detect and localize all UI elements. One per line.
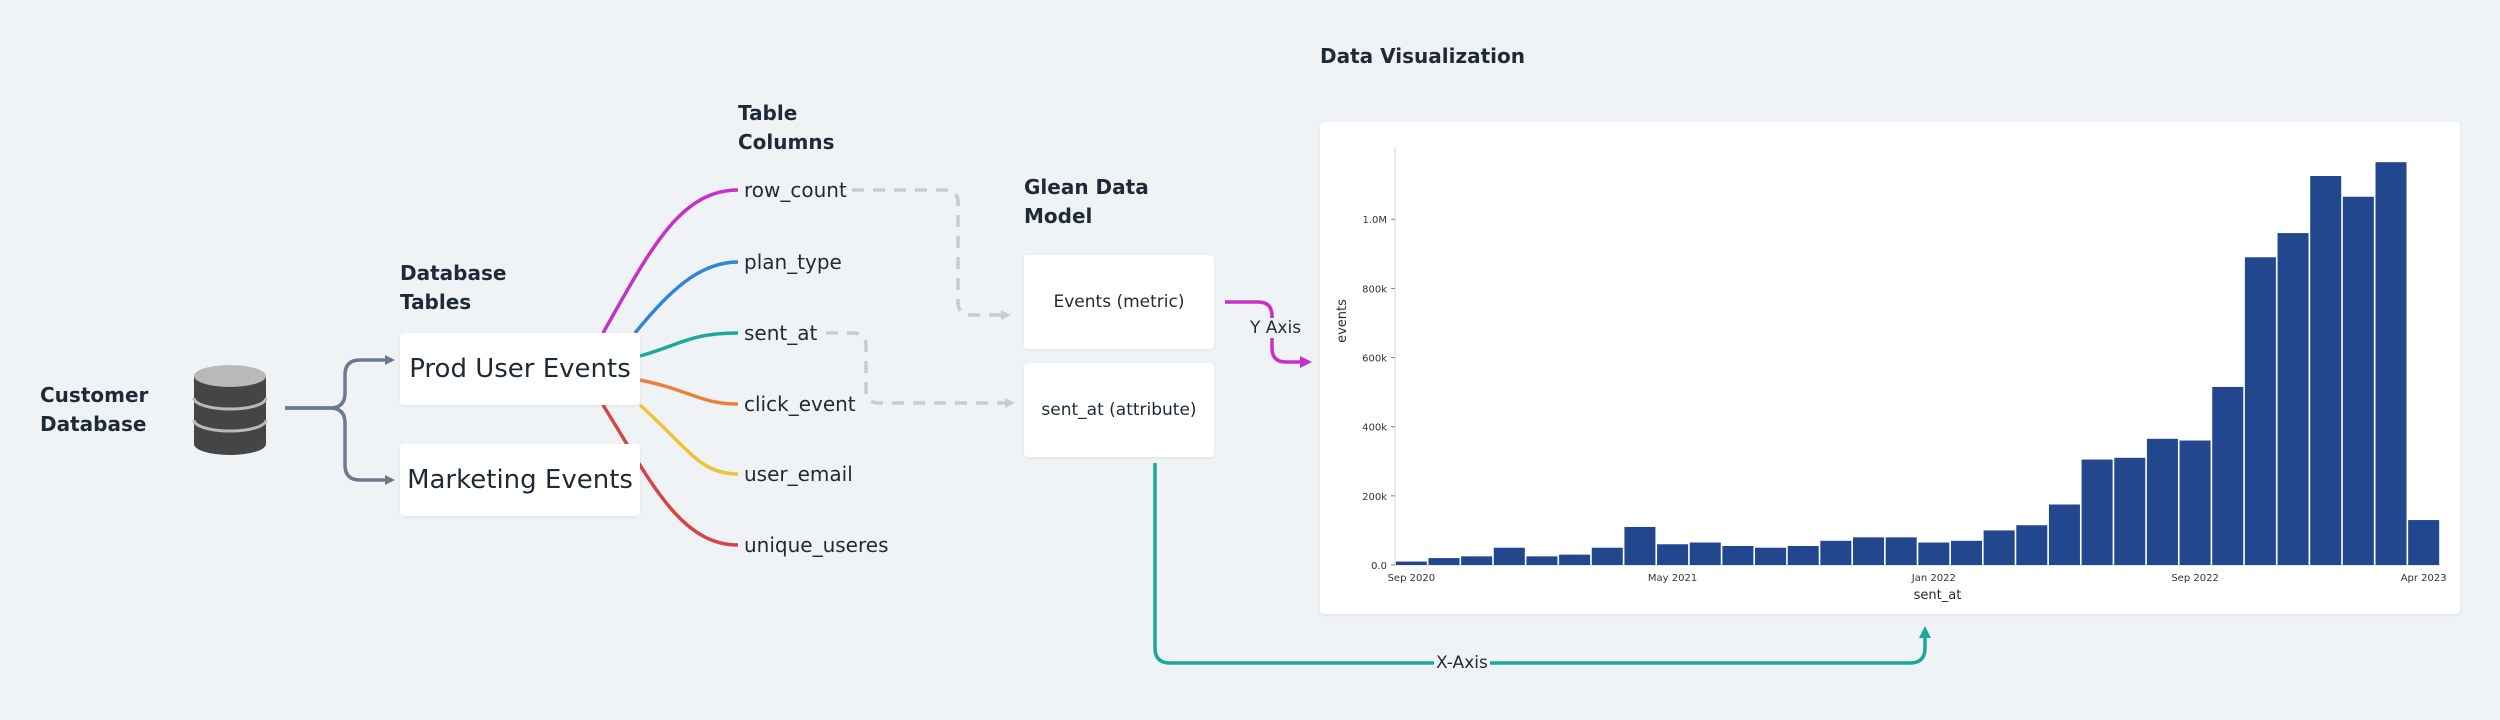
bar (2342, 196, 2374, 566)
bar (1428, 558, 1460, 565)
bar (1787, 545, 1819, 565)
column-click-event[interactable]: click_event (744, 392, 856, 416)
bar (1918, 542, 1950, 565)
curve-row-count (601, 188, 739, 334)
y-tick-label: 800k (1362, 284, 1387, 295)
bar (2114, 457, 2146, 565)
db-to-prod-arrow (285, 355, 395, 410)
y-tick-label: 0.0 (1371, 561, 1387, 572)
database-icon (192, 365, 268, 455)
bar (2179, 440, 2211, 565)
bar (1395, 561, 1427, 565)
bar-chart: 0.0 200k 400k 600k 800k 1.0M Sep 2020 May 2021 J… (1335, 147, 2447, 603)
curve-user-email (638, 403, 739, 476)
x-axis-connector (1153, 463, 1931, 665)
y-tick-label: 200k (1362, 492, 1387, 503)
bar (2277, 233, 2309, 565)
y-axis-title: events (1335, 299, 1350, 343)
column-plan-type[interactable]: plan_type (744, 250, 842, 274)
bar (1820, 540, 1852, 565)
column-row-count[interactable]: row_count (744, 178, 847, 202)
bar (2212, 386, 2244, 565)
table-card-prod-user-events[interactable]: Prod User Events (400, 333, 640, 405)
dashed-sent-at-to-attribute (826, 331, 1015, 408)
bar (1526, 556, 1558, 565)
customer-database-label-line2: Database (40, 412, 147, 436)
bar (1657, 544, 1689, 565)
bar (1493, 547, 1525, 565)
bar (1722, 545, 1754, 565)
bar (1853, 537, 1885, 565)
bar (1591, 547, 1623, 565)
table-card-marketing-events[interactable]: Marketing Events (400, 444, 640, 516)
db-to-marketing-arrow (285, 406, 395, 485)
bar (1983, 530, 2015, 565)
table-columns-label-line1: Table (738, 101, 798, 125)
bar (2310, 176, 2342, 565)
y-tick-label: 400k (1362, 423, 1387, 434)
glean-data-model-label-line2: Model (1024, 204, 1093, 228)
glean-data-model-label-line1: Glean Data (1024, 175, 1149, 199)
bar (2048, 504, 2080, 565)
y-tick-label: 1.0M (1362, 215, 1387, 226)
bar (2244, 257, 2276, 565)
bar (1950, 540, 1982, 565)
x-tick-label: May 2021 (1648, 573, 1697, 584)
bar (2408, 520, 2440, 565)
bar (2146, 438, 2178, 565)
x-axis-connector-label: X-Axis (1434, 652, 1490, 674)
column-sent-at[interactable]: sent_at (744, 321, 818, 345)
column-user-email[interactable]: user_email (744, 462, 853, 486)
x-tick-label: Sep 2022 (2171, 573, 2218, 584)
curve-click-event (639, 378, 739, 406)
curve-unique-useres (601, 404, 739, 547)
glean-data-model-label: Glean Data Model (1024, 173, 1149, 231)
model-card-events-metric[interactable]: Events (metric) (1024, 255, 1214, 349)
data-visualization-label: Data Visualization (1320, 44, 1525, 68)
customer-database-label: Customer Database (40, 381, 148, 439)
model-card-sent-at-attribute[interactable]: sent_at (attribute) (1024, 363, 1214, 457)
bar (2375, 162, 2407, 565)
bar (1885, 537, 1917, 565)
table-columns-label-line2: Columns (738, 130, 835, 154)
bar (1689, 542, 1721, 565)
bar (1755, 547, 1787, 565)
y-axis-connector-label: Y Axis (1248, 318, 1304, 338)
database-tables-label-line1: Database (400, 261, 507, 285)
curve-sent-at (639, 331, 739, 358)
table-columns-label: Table Columns (738, 99, 835, 157)
bar (1559, 554, 1591, 565)
customer-database-label-line1: Customer (40, 383, 149, 407)
bar (2081, 459, 2113, 565)
x-tick-label: Sep 2020 (1388, 573, 1435, 584)
database-tables-label-line2: Tables (400, 290, 472, 314)
bar (1461, 556, 1493, 565)
x-tick-label: Jan 2022 (1911, 573, 1956, 584)
curve-plan-type (633, 260, 739, 335)
x-axis-title: sent_at (1914, 588, 1962, 603)
column-unique-useres[interactable]: unique_useres (744, 533, 889, 557)
bar (2016, 525, 2048, 565)
database-tables-label: Database Tables (400, 259, 506, 317)
x-tick-label: Apr 2023 (2401, 573, 2447, 584)
dashed-row-count-to-events (852, 188, 1011, 320)
y-tick-label: 600k (1362, 354, 1387, 365)
chart-card: 0.0 200k 400k 600k 800k 1.0M Sep 2020 May 2021 J… (1320, 122, 2460, 614)
bar (1624, 526, 1656, 565)
